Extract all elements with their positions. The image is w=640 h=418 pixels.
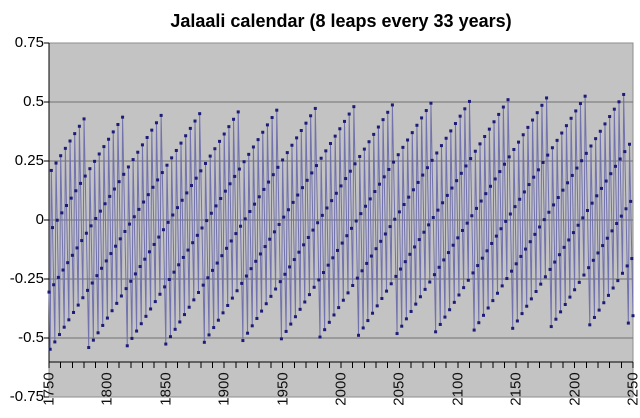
y-tick-label: 0.75 bbox=[14, 34, 44, 51]
x-tick-label: 2000 bbox=[332, 372, 350, 406]
y-tick-label: 0.25 bbox=[14, 152, 44, 169]
x-tick-label: 2050 bbox=[390, 372, 408, 406]
x-tick-label: 1800 bbox=[98, 372, 116, 406]
x-tick-label: 1900 bbox=[215, 372, 233, 406]
y-tick-label: -0.25 bbox=[9, 270, 44, 287]
y-tick-label: -0.5 bbox=[18, 329, 44, 346]
x-tick-label: 2200 bbox=[566, 372, 584, 406]
x-tick-label: 2150 bbox=[507, 372, 525, 406]
x-tick-label: 1850 bbox=[157, 372, 175, 406]
x-tick-label: 2250 bbox=[624, 372, 640, 406]
y-tick-label: 0 bbox=[35, 211, 44, 228]
y-tick-label: -0.75 bbox=[9, 388, 44, 405]
x-tick-label: 2100 bbox=[449, 372, 467, 406]
y-tick-label: 0.5 bbox=[23, 93, 44, 110]
y-axis-ticks bbox=[44, 42, 49, 398]
x-axis-ticks bbox=[48, 362, 634, 368]
series-points bbox=[47, 92, 635, 351]
x-tick-label: 1750 bbox=[40, 372, 58, 406]
x-tick-label: 1950 bbox=[274, 372, 292, 406]
chart-title: Jalaali calendar (8 leaps every 33 years… bbox=[170, 11, 512, 31]
